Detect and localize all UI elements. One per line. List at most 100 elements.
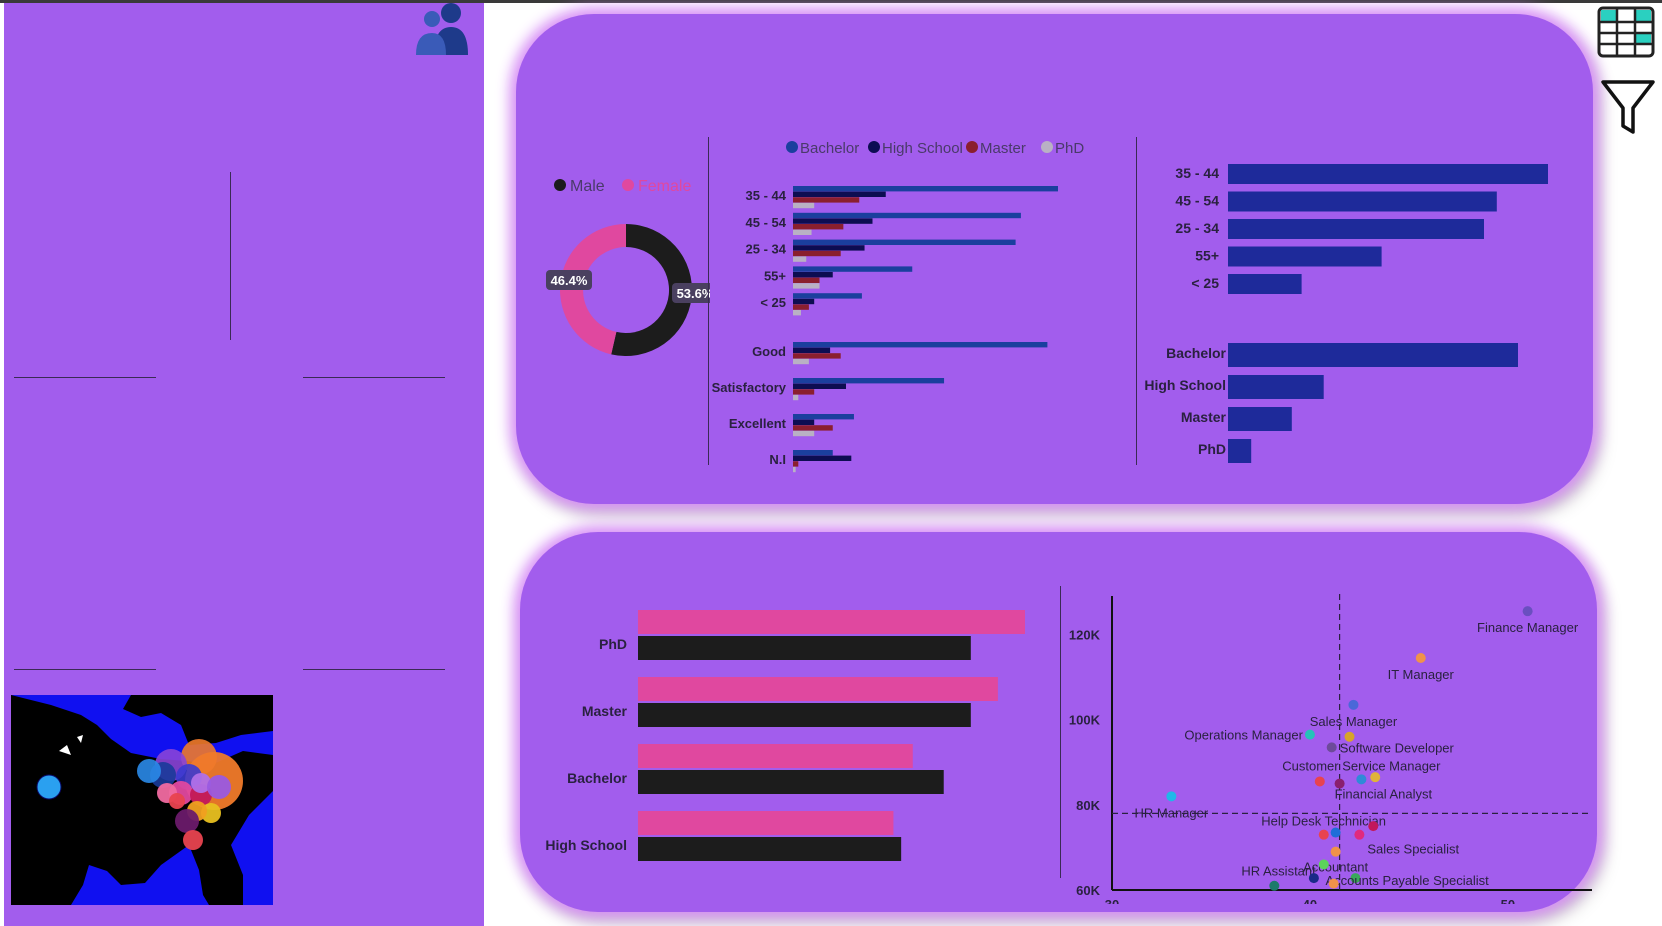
x-tick-label: 30 (1105, 897, 1119, 904)
performance-bar (793, 353, 841, 359)
performance-label: Good (752, 344, 786, 359)
scatter-point (1308, 873, 1319, 884)
income-male-bar (638, 770, 944, 794)
income-edu-label: High School (545, 837, 627, 853)
age-group-bar (793, 293, 862, 299)
y-tick-label: 120K (1069, 628, 1101, 643)
scatter-point (1328, 878, 1339, 889)
scatter-point (1330, 827, 1341, 838)
department-rule-left (14, 377, 156, 378)
scatter-point (1370, 772, 1381, 783)
gender-data-label-box (546, 270, 592, 290)
performance-bar (793, 455, 852, 461)
income-female-bar (638, 744, 913, 768)
gender-legend-label: Male (570, 178, 605, 195)
age-group-bar (793, 202, 815, 209)
education-total-label: Master (1181, 409, 1227, 425)
edu-legend-label: PhD (1055, 140, 1084, 157)
performance-bar (793, 461, 799, 467)
age-group-bar (793, 277, 820, 283)
north-america-map-shape (11, 695, 273, 905)
performance-bar (793, 466, 796, 473)
performance-label: Satisfactory (712, 380, 787, 395)
location-bubbles (36, 739, 243, 850)
performance-bar (793, 430, 815, 437)
y-tick-label: 80K (1076, 798, 1100, 813)
scatter-point-label: Customer Service Manager (1282, 758, 1441, 773)
age-education-chart: 35 - 44 45 - 54 25 - 34 55+ < 25 Bachelor High… (1144, 164, 1548, 463)
scatter-point (1269, 880, 1280, 891)
location-bar-chart (300, 700, 470, 920)
performance-bar (793, 450, 833, 456)
performance-bar (793, 425, 833, 431)
gender-data-label: 53.6% (677, 286, 710, 301)
scatter-point-label: Help Desk Technician (1261, 814, 1386, 829)
age-group-label: 35 - 44 (746, 188, 787, 203)
edu-performance-chart: Bachelor High School Master PhD 35 - 44 45 - … (712, 140, 1084, 473)
education-total-bar (1228, 439, 1252, 463)
age-total-label: 25 - 34 (1175, 220, 1219, 236)
location-map[interactable] (11, 695, 273, 905)
age-salary-scatter-chart: 60K 80K 100K 120K 30 40 50 Finance Manager IT Ma… (1069, 594, 1592, 904)
demographics-divider-2 (1136, 137, 1137, 465)
age-group-bar (793, 266, 913, 272)
age-group-bar (793, 218, 873, 224)
age-total-bar (1228, 191, 1497, 212)
performance-label: Excellent (729, 416, 787, 431)
edu-legend-label: Master (980, 140, 1026, 157)
education-total-label: Bachelor (1166, 345, 1226, 361)
gender-slice (559, 224, 626, 355)
legend-dot (966, 141, 978, 153)
age-group-bar (793, 310, 801, 316)
education-total-label: PhD (1198, 441, 1226, 457)
scatter-point (1522, 606, 1533, 617)
y-tick-label: 60K (1076, 883, 1100, 898)
scatter-point (1318, 829, 1329, 840)
demographics-divider-1 (708, 137, 709, 465)
edu-legend-label: Bachelor (800, 140, 859, 157)
age-group-bar (793, 239, 1016, 245)
location-rule-left (14, 669, 156, 670)
age-group-bar (793, 191, 886, 197)
performance-bar (793, 414, 854, 420)
age-group-bar (793, 298, 815, 305)
performance-bar (793, 358, 809, 365)
demographics-card (516, 14, 1593, 504)
legend-dot (554, 179, 566, 191)
y-tick-label: 100K (1069, 713, 1101, 728)
income-edu-label: Bachelor (567, 770, 627, 786)
education-total-label: High School (1144, 377, 1226, 393)
gender-slice (611, 224, 692, 356)
income-edu-label: PhD (599, 636, 627, 652)
scatter-point-label: Finance Manager (1477, 620, 1579, 635)
filter-icon[interactable] (1600, 78, 1656, 138)
income-female-bar (638, 677, 998, 701)
age-total-label: 35 - 44 (1175, 165, 1219, 181)
education-total-bar (1228, 343, 1518, 367)
scatter-point-label: HR Manager (1135, 805, 1209, 820)
scatter-point (1318, 859, 1329, 870)
performance-bar (793, 419, 815, 425)
scatter-point (1326, 742, 1337, 753)
scatter-point-label: Accounts Payable Specialist (1325, 873, 1489, 888)
performance-bar (793, 347, 831, 353)
age-group-bar (793, 272, 833, 278)
performance-bar (793, 383, 846, 389)
department-rule-right (303, 377, 445, 378)
age-group-label: < 25 (760, 295, 786, 310)
age-total-label: 45 - 54 (1175, 193, 1219, 209)
terminated-trend-chart (20, 222, 210, 330)
age-group-bar (793, 304, 809, 310)
scatter-point-label: Software Developer (1340, 740, 1455, 755)
gender-data-label: 46.4% (551, 273, 588, 288)
performance-bar (793, 394, 799, 401)
edu-legend-label: High School (882, 140, 963, 157)
performance-bar (793, 342, 1048, 348)
income-edu-gender-chart: PhD Master Bachelor High School (545, 610, 1025, 861)
department-chart (0, 410, 480, 650)
scatter-point (1348, 699, 1359, 710)
table-icon[interactable] (1597, 6, 1655, 58)
scatter-point-label: IT Manager (1388, 667, 1455, 682)
hired-trend-chart (244, 222, 466, 330)
age-group-bar (793, 224, 844, 230)
